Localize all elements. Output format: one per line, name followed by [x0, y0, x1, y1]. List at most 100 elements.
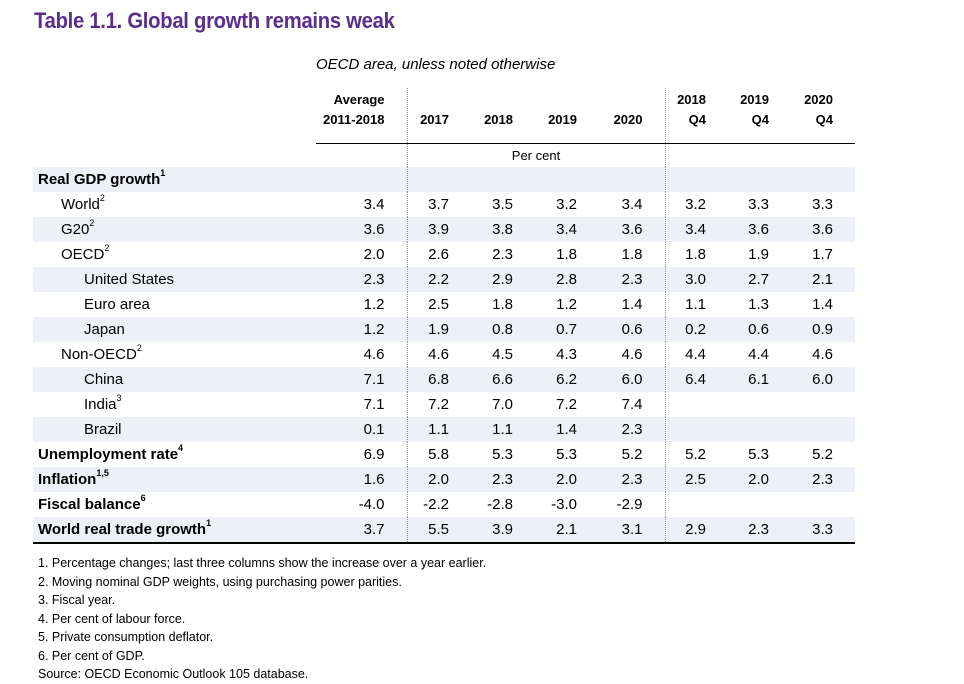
column-header: 2017	[406, 88, 471, 144]
cell-value: 5.8	[406, 442, 471, 467]
cell-value	[728, 417, 791, 442]
cell-value: 2.3	[471, 467, 535, 492]
cell-value: 2.3	[728, 517, 791, 544]
cell-value: 1.8	[621, 246, 643, 263]
cell-value: 3.7	[406, 192, 471, 217]
table-row: China 7.1 6.8 6.6 6.2 6.0 6.4 6.1 6.0	[33, 367, 855, 392]
table-title: Table 1.1. Global growth remains weak	[34, 8, 395, 33]
footnote-ref: 1	[160, 168, 166, 178]
cell-value: 4.4	[748, 346, 769, 363]
footnote-ref: 1	[206, 518, 212, 528]
cell-value: 7.0	[492, 396, 513, 413]
cell-value: 7.4	[621, 396, 643, 413]
column-header: 2018 Q4	[664, 88, 728, 144]
cell-value	[471, 167, 535, 192]
row-label: Fiscal balance6	[33, 492, 316, 517]
cell-value: 2.3	[599, 467, 665, 492]
cell-value: 2.1	[535, 517, 599, 544]
cell-value: 6.0	[599, 367, 665, 392]
column-header: 2019	[535, 88, 599, 144]
table-row: Non-OECD2 4.6 4.6 4.5 4.3 4.6 4.4 4.4 4.6	[33, 342, 855, 367]
row-label: World2	[33, 192, 316, 217]
header-row: Average 2011-2018 2017 2018 2019 2020 2018…	[33, 88, 855, 144]
row-label-text: China	[84, 371, 124, 388]
cell-value: 0.6	[599, 317, 665, 342]
cell-value: 4.6	[363, 346, 385, 363]
column-header-line1: 2019	[740, 92, 769, 107]
cell-value: 5.2	[621, 446, 643, 463]
cell-value: 1.2	[316, 317, 407, 342]
footnote: 3. Fiscal year.	[38, 593, 116, 607]
footnote-ref: 2	[89, 218, 95, 228]
cell-value: 3.6	[791, 217, 855, 242]
table-subtitle: OECD area, unless noted otherwise	[316, 56, 556, 73]
cell-value: 2.3	[316, 267, 407, 292]
row-label: World real trade growth1	[33, 517, 316, 544]
cell-value: 3.4	[621, 196, 643, 213]
table-row: World real trade growth1 3.7 5.5 3.9 2.1 3.1 2…	[33, 517, 855, 544]
row-label: India3	[33, 392, 316, 417]
column-header-line2: Q4	[688, 112, 706, 127]
cell-value	[535, 167, 599, 192]
column-header: 2019 Q4	[728, 88, 791, 144]
cell-value	[664, 417, 728, 442]
table-row: Inflation1,5 1.6 2.0 2.3 2.0 2.3 2.5 2.0 2.3	[33, 467, 855, 492]
row-label: Brazil	[33, 417, 316, 442]
footnote: 2. Moving nominal GDP weights, using pur…	[38, 574, 402, 589]
cell-value: 3.3	[812, 196, 833, 213]
cell-value: 5.5	[406, 517, 471, 544]
cell-value: 6.1	[728, 367, 791, 392]
cell-value	[728, 167, 791, 192]
cell-value: 1.9	[748, 246, 769, 263]
cell-value: 2.3	[791, 467, 855, 492]
column-header: 2018	[471, 88, 535, 144]
cell-value: 3.4	[664, 217, 728, 242]
row-label-text: Fiscal balance	[38, 496, 141, 513]
cell-value: 5.2	[812, 446, 833, 463]
cell-value: 1.2	[363, 296, 385, 313]
cell-value	[791, 417, 855, 442]
cell-value: 3.1	[599, 517, 665, 544]
row-label: Euro area	[33, 292, 316, 317]
cell-value: 5.3	[492, 446, 513, 463]
table-row: World2 3.4 3.7 3.5 3.2 3.4 3.2 3.3 3.3	[33, 192, 855, 217]
cell-value: 2.9	[664, 517, 728, 544]
row-label-text: World real trade growth	[38, 521, 207, 538]
row-label: United States	[33, 267, 316, 292]
cell-value: 5.3	[556, 446, 577, 463]
row-label: Real GDP growth1	[33, 167, 316, 192]
cell-value: 2.3	[599, 267, 665, 292]
cell-value: 0.2	[664, 317, 728, 342]
row-label: Inflation1,5	[33, 467, 316, 492]
cell-value	[791, 492, 855, 517]
cell-value: 2.6	[406, 242, 471, 267]
cell-value: 5.2	[664, 442, 728, 467]
cell-value	[791, 392, 855, 417]
cell-value: 1.3	[748, 296, 769, 313]
column-header-line1: 2020	[804, 92, 833, 107]
cell-value	[664, 392, 728, 417]
cell-value: 1.8	[664, 242, 728, 267]
cell-value: 6.9	[363, 446, 385, 463]
row-label-text: Inflation	[38, 471, 97, 488]
table-row: G202 3.6 3.9 3.8 3.4 3.6 3.4 3.6 3.6	[33, 217, 855, 242]
cell-value: -2.2	[406, 492, 471, 517]
cell-value: -3.0	[551, 496, 577, 513]
cell-value: 3.6	[599, 217, 665, 242]
cell-value	[316, 167, 407, 192]
row-label-text: Euro area	[84, 296, 150, 313]
cell-value: 6.6	[471, 367, 535, 392]
cell-value: 3.0	[664, 267, 728, 292]
cell-value: 4.6	[812, 346, 833, 363]
cell-value: 4.6	[621, 346, 643, 363]
cell-value: 3.2	[556, 196, 577, 213]
cell-value: 4.3	[556, 346, 577, 363]
cell-value: 3.4	[363, 196, 385, 213]
cell-value: -2.9	[616, 496, 643, 513]
row-label-text: OECD	[61, 246, 105, 263]
column-header-line2: 2020	[613, 112, 643, 127]
cell-value: 1.1	[471, 417, 535, 442]
table-row: Euro area 1.2 2.5 1.8 1.2 1.4 1.1 1.3 1.4	[33, 292, 855, 317]
cell-value: 2.8	[535, 267, 599, 292]
cell-value: 0.7	[535, 317, 599, 342]
